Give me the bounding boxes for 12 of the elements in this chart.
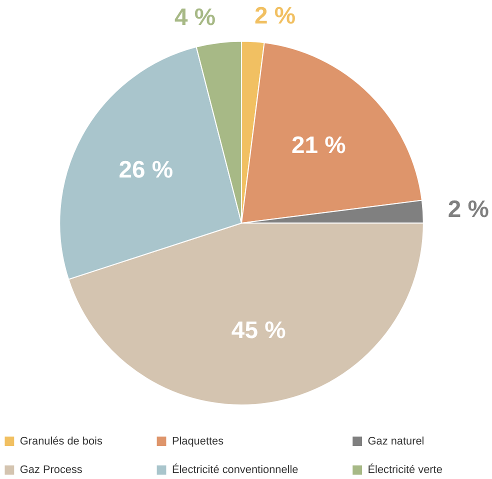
legend-label: Électricité verte — [368, 463, 442, 476]
data-label: 2 % — [448, 196, 489, 224]
legend-label: Gaz Process — [20, 464, 83, 476]
data-label: 4 % — [174, 4, 216, 31]
legend-label: Électricité conventionnelle — [172, 463, 298, 476]
data-label: 21 % — [292, 132, 346, 159]
data-label: 2 % — [254, 2, 296, 30]
data-label: 45 % — [231, 316, 286, 344]
legend-label: Gaz naturel — [368, 435, 424, 448]
legend-label: Plaquettes — [172, 435, 224, 448]
legend-label: Granulés de bois — [20, 435, 103, 448]
data-label: 26 % — [118, 156, 174, 184]
